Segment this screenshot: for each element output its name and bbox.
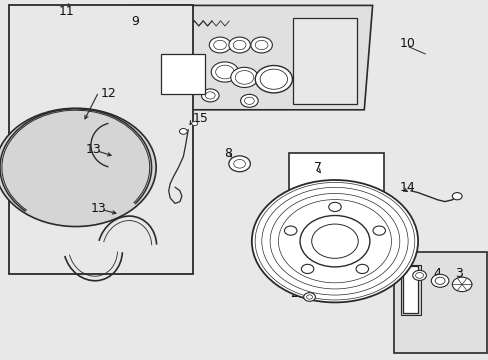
Circle shape <box>91 253 99 258</box>
Circle shape <box>372 226 385 235</box>
Circle shape <box>211 62 238 82</box>
Bar <box>393 252 486 353</box>
Text: 5: 5 <box>411 265 419 278</box>
Circle shape <box>427 281 466 310</box>
Circle shape <box>284 226 296 235</box>
Circle shape <box>209 37 230 53</box>
Circle shape <box>297 165 373 221</box>
Text: 8: 8 <box>224 147 231 159</box>
Circle shape <box>155 19 167 28</box>
Circle shape <box>228 37 250 53</box>
Text: 11: 11 <box>59 5 74 18</box>
Text: 15: 15 <box>192 112 207 125</box>
Text: 7: 7 <box>314 161 322 174</box>
Polygon shape <box>403 266 417 313</box>
Text: 3: 3 <box>454 267 462 280</box>
Circle shape <box>250 37 272 53</box>
Text: 14: 14 <box>399 181 415 194</box>
Circle shape <box>303 293 315 301</box>
Circle shape <box>43 192 53 199</box>
Circle shape <box>434 286 459 304</box>
Circle shape <box>240 94 258 107</box>
Circle shape <box>451 277 471 292</box>
Text: 9: 9 <box>131 15 139 28</box>
Text: 10: 10 <box>399 37 414 50</box>
Circle shape <box>138 19 150 28</box>
Circle shape <box>179 129 187 134</box>
Circle shape <box>201 89 219 102</box>
Bar <box>9 5 193 274</box>
Circle shape <box>0 108 156 226</box>
Circle shape <box>306 171 365 214</box>
Text: 1: 1 <box>257 249 264 262</box>
Circle shape <box>451 193 461 200</box>
Circle shape <box>191 121 197 126</box>
Circle shape <box>34 137 117 198</box>
Circle shape <box>328 202 341 212</box>
Circle shape <box>86 247 94 253</box>
Circle shape <box>255 66 292 93</box>
Circle shape <box>251 180 417 302</box>
Bar <box>288 153 383 232</box>
Circle shape <box>98 192 108 199</box>
Circle shape <box>70 129 81 137</box>
Text: 4: 4 <box>432 267 440 280</box>
Bar <box>161 54 205 94</box>
Circle shape <box>6 116 145 219</box>
Circle shape <box>228 156 250 172</box>
Circle shape <box>230 67 258 87</box>
Circle shape <box>331 170 340 176</box>
Circle shape <box>300 216 369 267</box>
Circle shape <box>315 205 324 212</box>
Circle shape <box>430 274 448 287</box>
Circle shape <box>47 146 104 189</box>
Text: 13: 13 <box>90 202 106 215</box>
Circle shape <box>96 258 104 264</box>
Circle shape <box>355 264 368 274</box>
Bar <box>293 18 356 104</box>
Text: 13: 13 <box>85 143 101 156</box>
Circle shape <box>301 264 313 274</box>
Circle shape <box>115 153 125 161</box>
Circle shape <box>412 270 426 280</box>
Circle shape <box>306 183 315 190</box>
Text: 6: 6 <box>359 190 366 203</box>
Circle shape <box>356 183 365 190</box>
Text: 2: 2 <box>289 287 297 300</box>
Bar <box>400 265 420 315</box>
Circle shape <box>26 153 36 161</box>
Text: 12: 12 <box>100 87 116 100</box>
Circle shape <box>346 205 355 212</box>
Polygon shape <box>126 5 372 110</box>
